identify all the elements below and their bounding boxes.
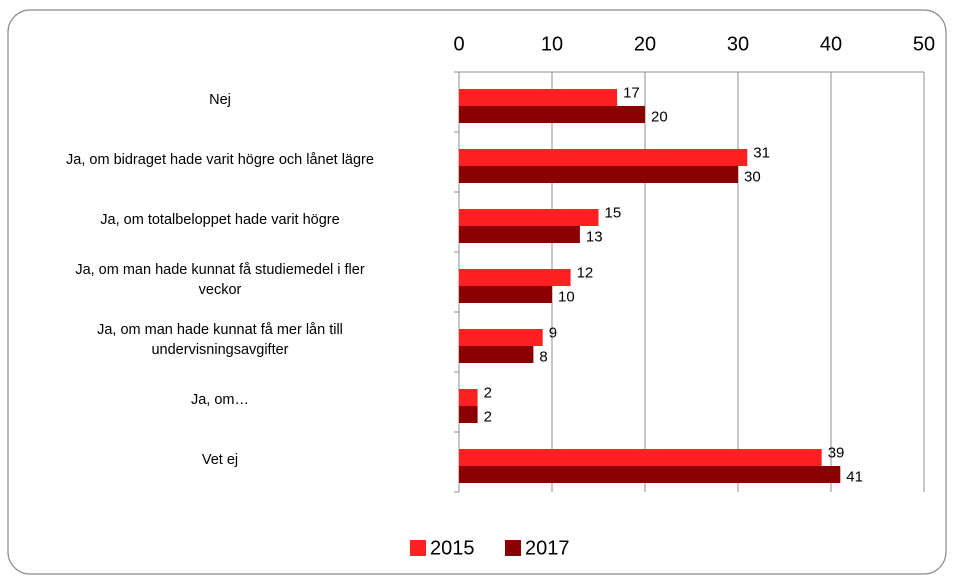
legend-label: 2017 (525, 537, 570, 559)
value-label: 15 (605, 204, 622, 221)
bar (459, 449, 822, 466)
x-tick-label: 50 (913, 33, 935, 55)
bar (459, 149, 748, 166)
value-label: 30 (744, 168, 761, 185)
bar (459, 89, 618, 106)
y-tick-label: Ja, om totalbeloppet hade varit högre (100, 212, 340, 228)
bar (459, 329, 543, 346)
x-tick-label: 0 (453, 33, 464, 55)
bar (459, 269, 571, 286)
y-tick-label: Vet ej (201, 452, 239, 468)
y-tick-label: Nej (209, 92, 231, 108)
value-label: 2 (484, 408, 492, 425)
bar (459, 389, 478, 406)
y-tick-label: Ja, om man hade kunnat få studiemedel i … (75, 262, 365, 298)
y-tick-label: Ja, om… (190, 392, 249, 408)
bar (459, 166, 738, 183)
legend-swatch (505, 540, 521, 556)
x-tick-label: 10 (541, 33, 563, 55)
value-label: 2 (484, 384, 492, 401)
bar (459, 286, 552, 303)
chart-border (7, 9, 947, 575)
y-tick-label: Ja, om man hade kunnat få mer lån till u… (97, 322, 343, 358)
value-label: 12 (577, 264, 594, 281)
bar (459, 106, 645, 123)
value-label: 20 (651, 108, 668, 125)
value-label: 10 (558, 288, 575, 305)
bar (459, 406, 478, 423)
x-tick-label: 40 (820, 33, 842, 55)
value-label: 8 (539, 348, 547, 365)
legend-swatch (410, 540, 426, 556)
value-label: 13 (586, 228, 603, 245)
bar (459, 346, 534, 363)
value-label: 31 (753, 144, 770, 161)
value-label: 17 (623, 84, 640, 101)
x-tick-label: 30 (727, 33, 749, 55)
legend-label: 2015 (430, 537, 475, 559)
bar (459, 209, 599, 226)
value-label: 9 (549, 324, 557, 341)
value-label: 39 (828, 444, 845, 461)
value-label: 41 (846, 468, 863, 485)
x-tick-label: 20 (634, 33, 656, 55)
y-tick-label: Ja, om bidraget hade varit högre och lån… (66, 152, 374, 168)
bar (459, 466, 841, 483)
bar (459, 226, 580, 243)
